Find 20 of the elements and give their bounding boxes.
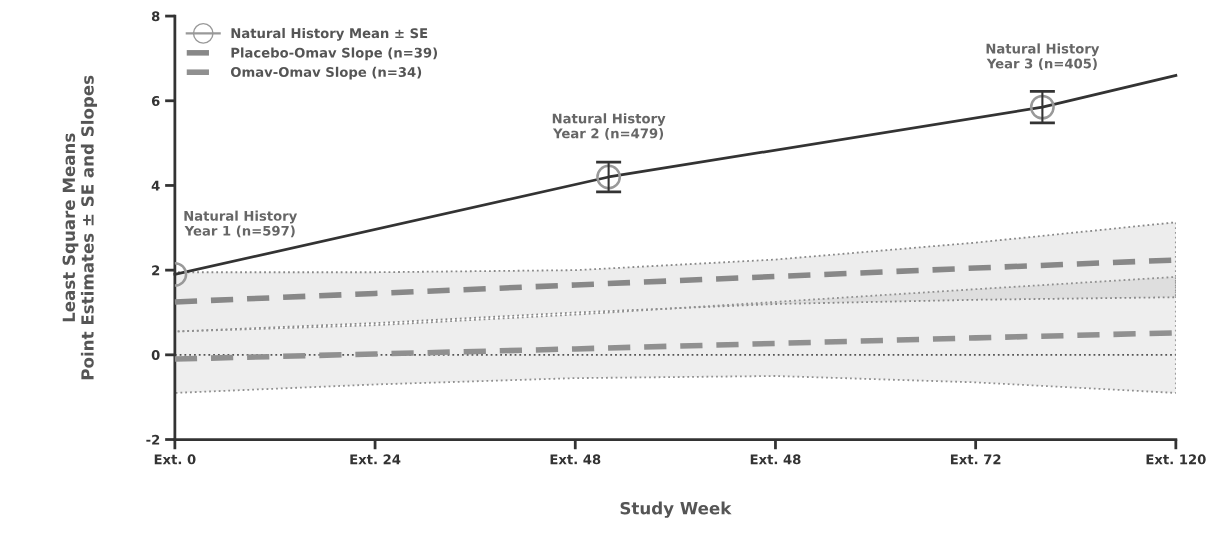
- legend-label: Omav-Omav Slope (n=34): [230, 66, 422, 80]
- annotation: Natural History Year 2 (n=479): [552, 113, 666, 140]
- x-axis-title: Study Week: [620, 501, 732, 518]
- y-tick-label: 0: [151, 350, 160, 361]
- x-tick-label: Ext. 24: [350, 454, 401, 465]
- legend-label: Natural History Mean ± SE: [231, 27, 428, 41]
- annotation: Natural History Year 1 (n=597): [184, 210, 298, 238]
- y-tick-label: 8: [151, 11, 160, 22]
- y-tick-label: 2: [152, 265, 160, 276]
- x-tick-label: Ext. 72: [950, 454, 1001, 465]
- y-tick-label: 4: [151, 180, 160, 191]
- annotation: Natural History Year 3 (n=405): [986, 43, 1100, 70]
- x-tick-label: Ext. 48: [750, 454, 801, 465]
- x-tick-label: Ext. 0: [154, 454, 196, 465]
- y-tick-label: 6: [151, 96, 160, 106]
- y-axis-title: Least Square Means Point Estimates ± SE and Slopes: [62, 75, 98, 380]
- legend-label: Placebo-Omav Slope (n=39): [231, 47, 438, 61]
- x-tick-label: Ext. 120: [1146, 454, 1206, 465]
- y-tick-label: -2: [146, 434, 160, 445]
- x-tick-label: Ext. 48: [550, 454, 601, 465]
